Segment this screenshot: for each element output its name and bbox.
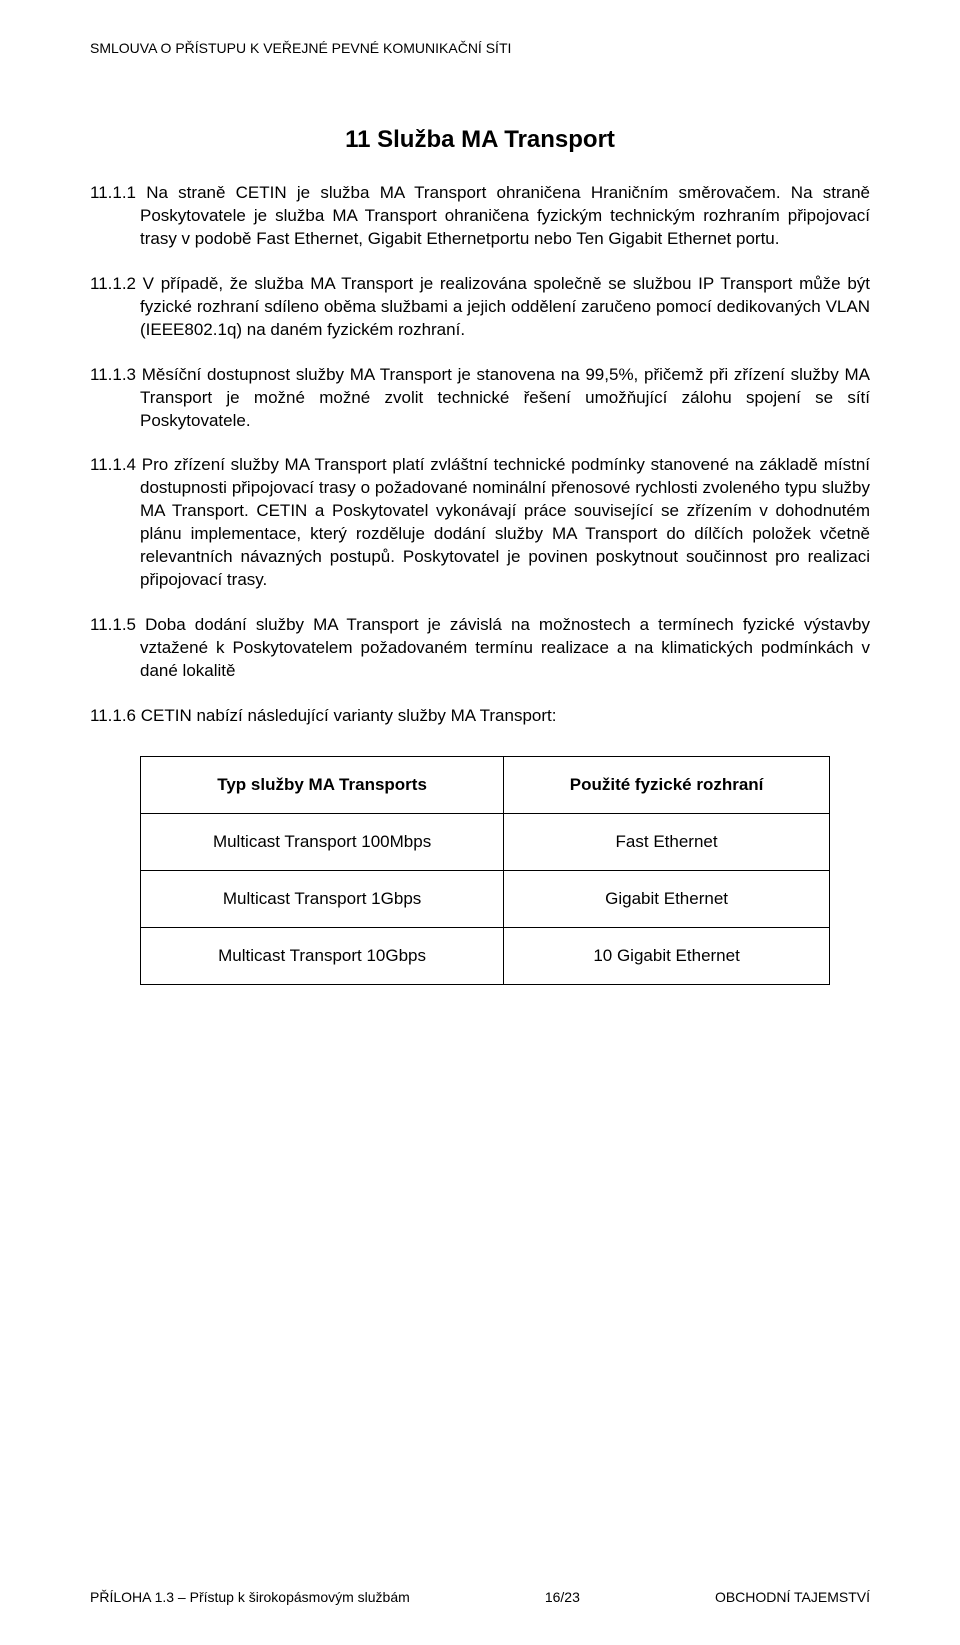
footer-page-number: 16/23 [545, 1589, 580, 1605]
table-cell-type: Multicast Transport 1Gbps [141, 870, 504, 927]
paragraph-11-1-6: 11.1.6 CETIN nabízí následující varianty… [90, 705, 870, 728]
table-header-type: Typ služby MA Transports [141, 756, 504, 813]
paragraph-11-1-5: 11.1.5 Doba dodání služby MA Transport j… [90, 614, 870, 683]
page-footer: PŘÍLOHA 1.3 – Přístup k širokopásmovým s… [90, 1589, 870, 1605]
table-cell-interface: Gigabit Ethernet [504, 870, 830, 927]
paragraph-11-1-2: 11.1.2 V případě, že služba MA Transport… [90, 273, 870, 342]
paragraph-11-1-3: 11.1.3 Měsíční dostupnost služby MA Tran… [90, 364, 870, 433]
page-header: SMLOUVA O PŘÍSTUPU K VEŘEJNÉ PEVNÉ KOMUN… [90, 40, 870, 56]
section-title: 11 Služba MA Transport [90, 126, 870, 154]
paragraph-11-1-1: 11.1.1 Na straně CETIN je služba MA Tran… [90, 182, 870, 251]
footer-left: PŘÍLOHA 1.3 – Přístup k širokopásmovým s… [90, 1589, 410, 1605]
table-cell-interface: 10 Gigabit Ethernet [504, 927, 830, 984]
table-header-row: Typ služby MA Transports Použité fyzické… [141, 756, 830, 813]
variants-table: Typ služby MA Transports Použité fyzické… [140, 756, 830, 985]
table-row: Multicast Transport 10Gbps 10 Gigabit Et… [141, 927, 830, 984]
table-row: Multicast Transport 100Mbps Fast Etherne… [141, 813, 830, 870]
table-row: Multicast Transport 1Gbps Gigabit Ethern… [141, 870, 830, 927]
paragraph-11-1-4: 11.1.4 Pro zřízení služby MA Transport p… [90, 454, 870, 592]
table-header-interface: Použité fyzické rozhraní [504, 756, 830, 813]
table-cell-interface: Fast Ethernet [504, 813, 830, 870]
footer-right: OBCHODNÍ TAJEMSTVÍ [715, 1589, 870, 1605]
table-cell-type: Multicast Transport 100Mbps [141, 813, 504, 870]
table-cell-type: Multicast Transport 10Gbps [141, 927, 504, 984]
page: SMLOUVA O PŘÍSTUPU K VEŘEJNÉ PEVNÉ KOMUN… [0, 0, 960, 1645]
